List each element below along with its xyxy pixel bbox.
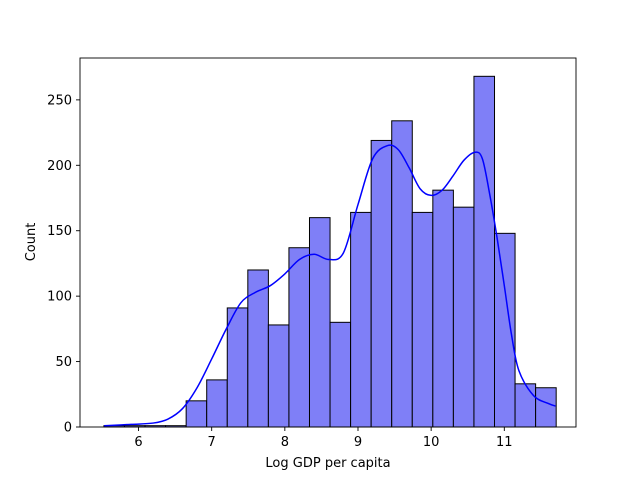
x-tick-label: 7 [208,435,216,450]
x-tick-label: 8 [281,435,289,450]
histogram-bar [329,321,352,428]
plot-frame [79,57,577,428]
histogram-bars [103,75,557,428]
histogram-bar [226,307,249,428]
x-tick-label: 6 [134,435,142,450]
histogram-bar [350,211,372,428]
kde-curve [104,144,556,427]
x-tick-label: 9 [354,435,362,450]
histogram-bar [494,232,516,428]
histogram-bar [370,139,393,428]
histogram-bar [308,217,331,428]
histogram-bar [206,379,228,428]
histogram-bar [432,189,454,428]
y-tick-label: 200 [47,159,72,174]
histogram-bar [185,400,208,428]
histogram-bar [514,383,537,428]
y-tick-label: 100 [47,290,72,305]
x-axis-label: Log GDP per capita [265,456,390,471]
x-tick-label: 11 [496,435,513,450]
histogram-bar [267,324,290,428]
histogram-bar [452,206,475,428]
y-axis-label: Count [24,223,39,262]
histogram-bar [473,75,496,428]
histogram-bar [247,269,269,428]
x-tick-label: 10 [423,435,440,450]
y-tick-label: 0 [64,421,72,436]
y-axis-ticks: 0 50 100 150 200 250 [47,93,80,436]
histogram-bar [288,247,310,428]
y-tick-label: 250 [47,93,72,108]
x-axis-ticks: 6 7 8 9 10 11 [134,427,513,450]
y-tick-label: 50 [55,355,72,370]
histogram-bar [411,211,434,428]
histogram-bar [535,387,557,428]
y-tick-label: 150 [47,224,72,239]
